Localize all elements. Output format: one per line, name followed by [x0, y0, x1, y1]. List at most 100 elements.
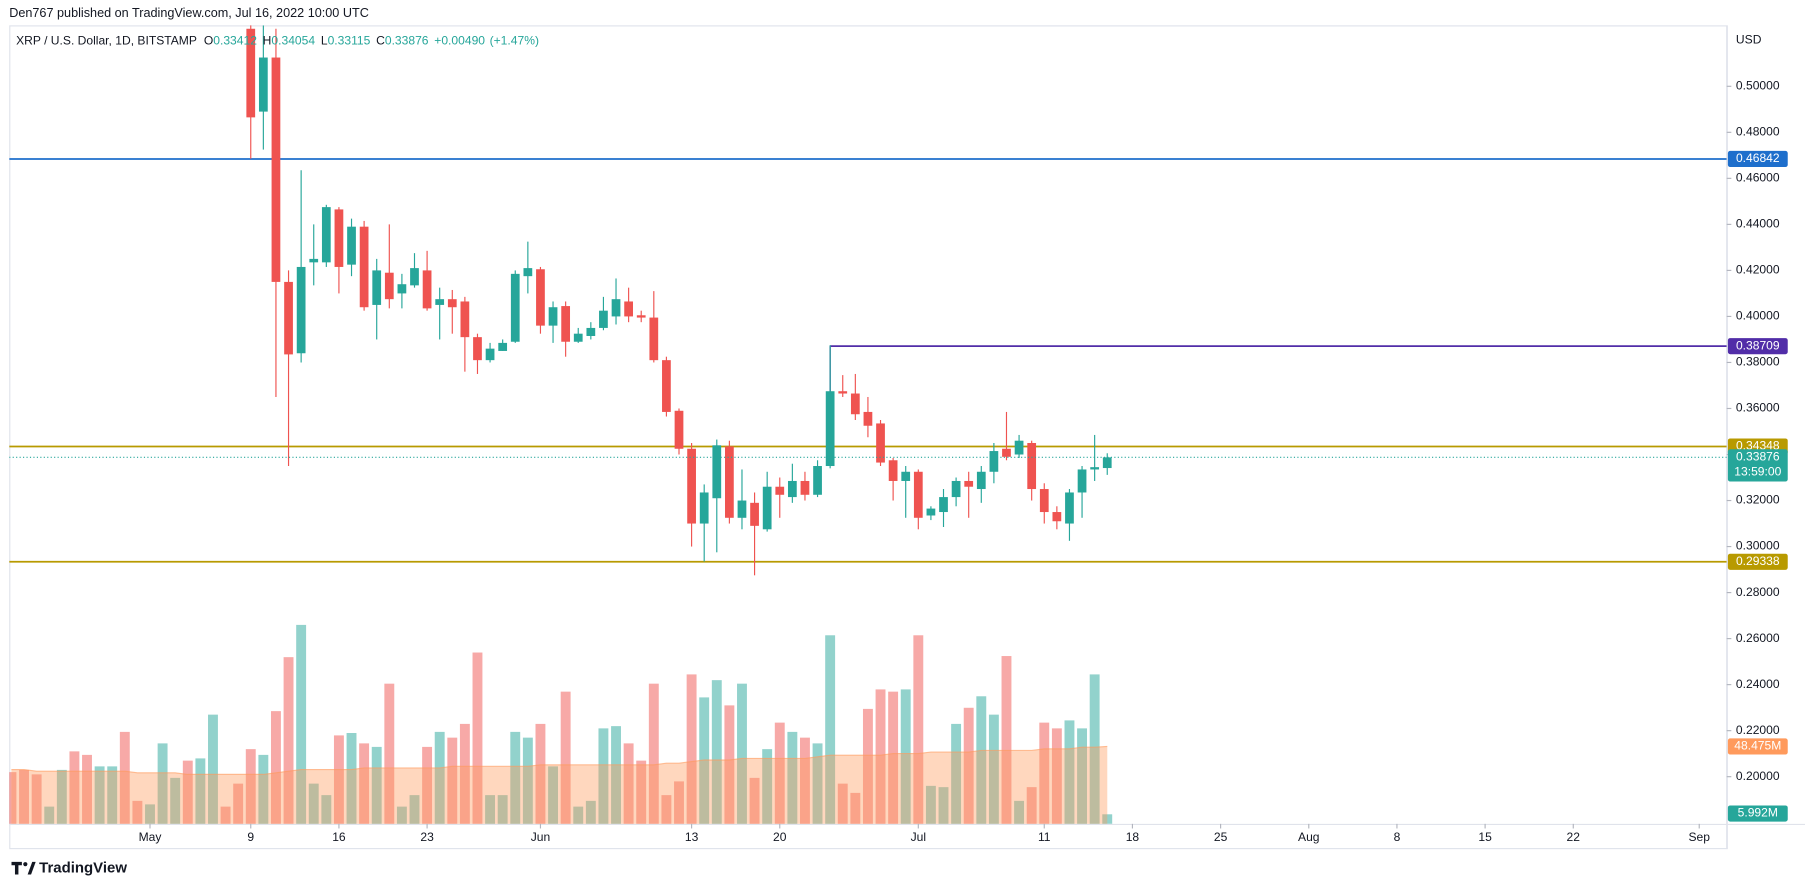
volume-bar — [737, 683, 747, 824]
x-tick-label: Jul — [911, 830, 926, 844]
candle-body — [1065, 492, 1074, 524]
volume-bar — [548, 766, 558, 824]
candle-body — [347, 226, 356, 265]
volume-bar — [951, 723, 962, 824]
y-tick-label: 0.22000 — [1736, 723, 1780, 737]
byline: Den767 published on TradingView.com, Jul… — [9, 6, 369, 20]
volume-bar — [674, 781, 684, 824]
volume-bar — [447, 737, 458, 824]
volume-bar — [862, 708, 873, 824]
candle-body — [649, 317, 659, 361]
volume-bar — [938, 787, 949, 824]
volume-bar — [434, 731, 445, 824]
x-tick-label: 25 — [1214, 830, 1228, 844]
y-tick-label: 0.44000 — [1736, 217, 1780, 231]
volume-bar — [762, 749, 773, 824]
price-pill — [1727, 338, 1788, 355]
volume-bar — [774, 722, 785, 824]
x-tick-label: 18 — [1126, 830, 1140, 844]
volume-bar — [56, 769, 67, 824]
candle-body — [599, 310, 608, 328]
candle-body — [901, 471, 911, 481]
volume-bar — [749, 777, 760, 824]
candle-body — [384, 272, 394, 300]
candle-body — [926, 508, 936, 516]
candle-body — [863, 411, 873, 426]
brand-logo — [11, 861, 36, 875]
x-tick-label: May — [139, 830, 163, 844]
volume-bar — [384, 683, 395, 824]
volume-bar — [107, 766, 118, 824]
candle-body — [309, 258, 319, 263]
volume-bar — [31, 774, 42, 824]
volume-bar — [913, 635, 924, 824]
volume-bar — [1077, 728, 1088, 824]
candle-body — [258, 57, 268, 112]
x-tick-label: 13 — [685, 830, 699, 844]
candle-body — [498, 342, 508, 351]
candle-body — [397, 284, 407, 294]
candle-body — [460, 301, 470, 338]
candle-body — [850, 393, 860, 415]
price-pill-label: 48.475M — [1734, 739, 1781, 753]
candle-body — [674, 410, 684, 449]
x-tick-label: 20 — [773, 830, 787, 844]
volume-bar — [1039, 722, 1050, 824]
volume-bar — [925, 785, 936, 824]
volume-bar — [1089, 674, 1100, 824]
price-pill — [1727, 553, 1788, 570]
y-tick-label: 0.20000 — [1736, 769, 1780, 783]
legend-value: 0.33412 — [213, 34, 257, 48]
volume-bar — [19, 769, 29, 824]
candle-body — [838, 391, 848, 394]
candle-body — [359, 226, 369, 308]
legend-value: 0.33876 — [385, 34, 429, 48]
candle-body — [813, 466, 822, 495]
volume-bar — [333, 735, 344, 824]
candle-body — [1014, 440, 1024, 455]
legend-key: C — [376, 34, 385, 48]
volume-bar — [195, 758, 206, 824]
candle-body — [334, 209, 344, 267]
candle-body — [800, 480, 810, 495]
volume-bar — [623, 743, 634, 824]
candle-body — [1002, 448, 1011, 457]
volume-bar — [132, 800, 143, 824]
candle-body — [410, 268, 419, 286]
volume-bar — [787, 731, 798, 824]
volume-bar — [145, 804, 155, 824]
volume-bar — [208, 714, 218, 824]
volume-bar — [560, 691, 571, 824]
price-pill — [1727, 150, 1788, 168]
volume-bar — [724, 705, 735, 824]
volume-bar — [283, 657, 294, 824]
volume-bar — [1026, 787, 1037, 824]
volume-bar — [888, 691, 899, 824]
candle-body — [1039, 489, 1049, 513]
volume-bar — [472, 652, 483, 824]
legend-key: L — [321, 34, 328, 48]
volume-bar — [963, 707, 974, 824]
volume-bar — [497, 795, 508, 824]
candle-body — [473, 337, 482, 361]
candle-body — [737, 500, 747, 518]
volume-ma-area — [11, 746, 1108, 824]
y-tick-label: 0.32000 — [1736, 493, 1780, 507]
candle-body — [624, 301, 633, 317]
y-tick-label: 0.36000 — [1736, 401, 1780, 415]
candle-body — [510, 273, 520, 342]
y-tick-label: 0.46000 — [1736, 171, 1780, 185]
price-pill-label: 0.34348 — [1736, 439, 1780, 453]
candle-body — [548, 307, 558, 326]
x-tick-label: 23 — [420, 830, 434, 844]
volume-bar — [837, 783, 848, 824]
volume-bar — [258, 754, 269, 824]
candle-body — [1090, 467, 1100, 470]
volume-bar — [522, 737, 533, 824]
volume-bar — [321, 795, 332, 824]
y-tick-label: 0.24000 — [1736, 677, 1780, 691]
x-tick-label: 9 — [247, 830, 254, 844]
candle-body — [939, 497, 948, 513]
price-pill — [1727, 805, 1788, 822]
candle-body — [787, 480, 797, 498]
